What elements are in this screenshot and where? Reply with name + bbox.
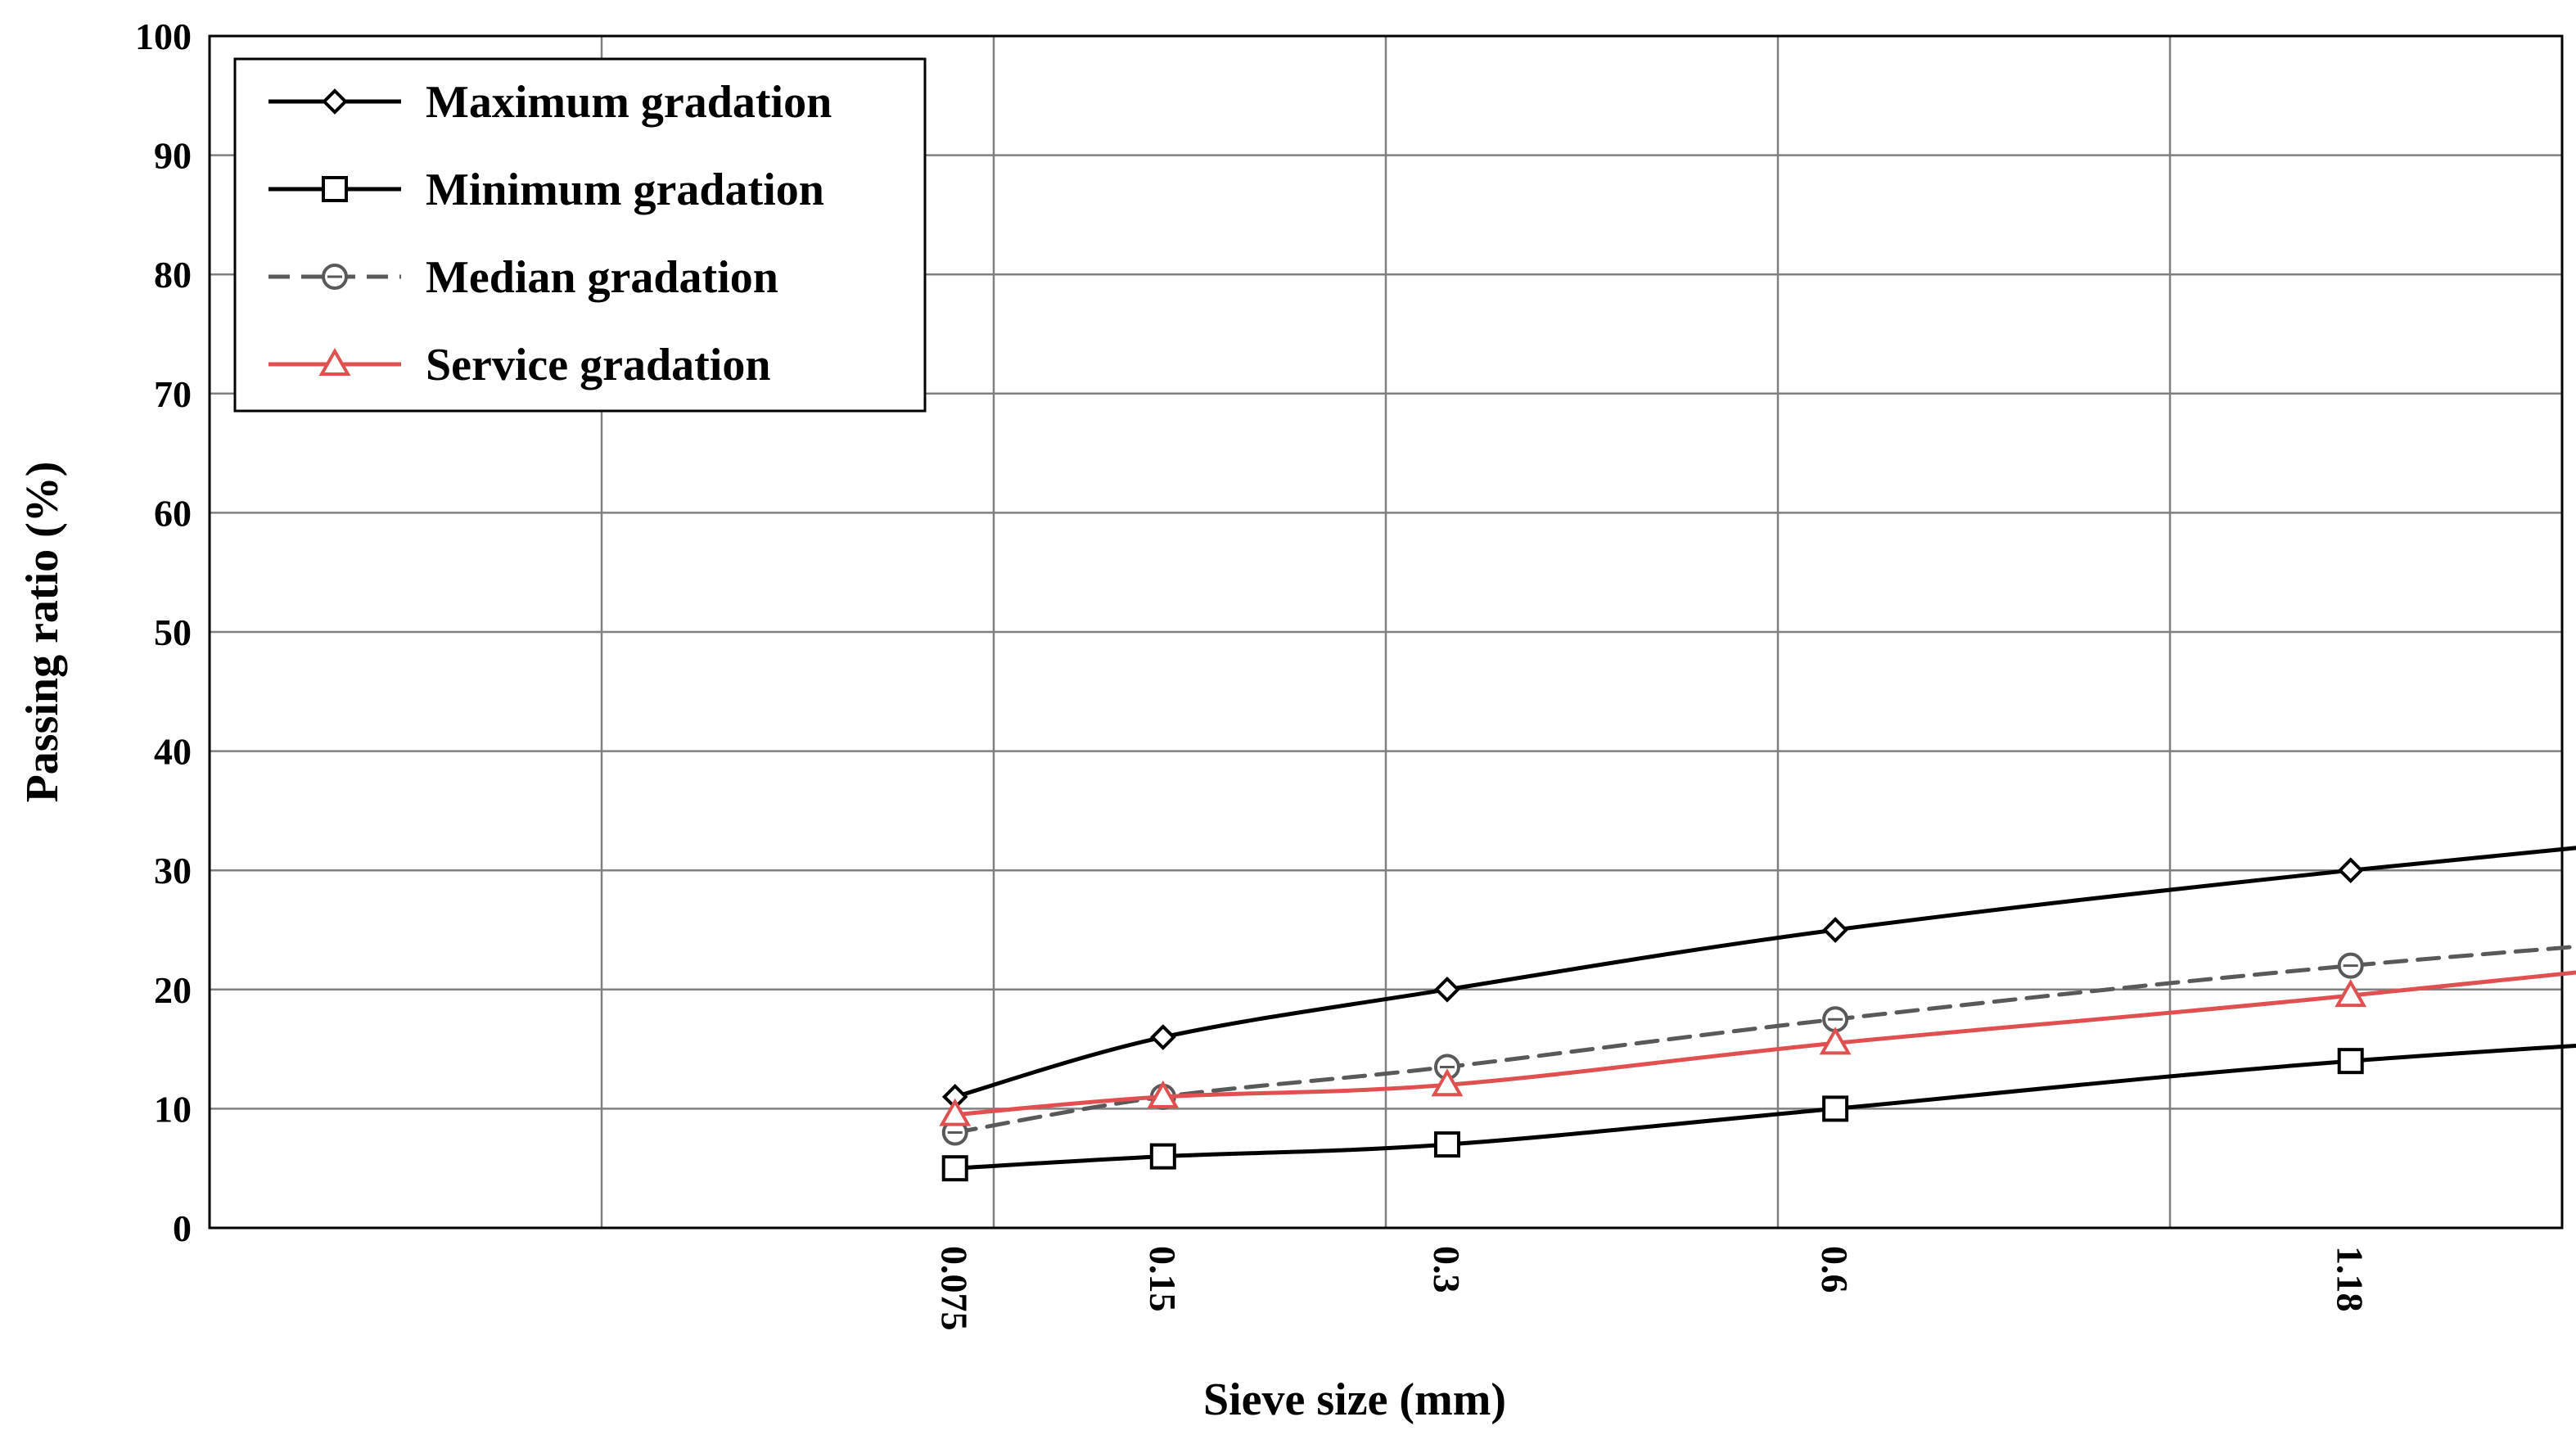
- x-tick-label: 1.18: [2330, 1246, 2371, 1312]
- y-axis-title: Passing ratio (%): [17, 462, 68, 803]
- legend-square-marker: [322, 176, 348, 202]
- triangle-marker: [2335, 979, 2367, 1008]
- triangle-marker: [939, 1098, 972, 1126]
- diamond-marker: [2337, 857, 2364, 884]
- legend-label: Median gradation: [426, 252, 778, 303]
- series-circle-group: [941, 944, 2576, 1146]
- square-marker: [1822, 1095, 1849, 1122]
- legend-label: Minimum gradation: [426, 165, 824, 215]
- triangle-marker: [1147, 1080, 1180, 1108]
- y-tick-label: 70: [154, 373, 192, 415]
- legend-diamond-marker: [322, 88, 348, 115]
- square-marker: [1149, 1143, 1176, 1170]
- legend-triangle-marker: [318, 347, 351, 376]
- y-tick-label: 50: [154, 611, 192, 653]
- x-axis-title: Sieve size (mm): [1203, 1374, 1506, 1425]
- triangle-marker: [1819, 1027, 1852, 1055]
- square-marker: [1433, 1131, 1460, 1158]
- x-tick-label: 0.15: [1142, 1246, 1184, 1312]
- y-tick-label: 60: [154, 492, 192, 534]
- square-marker: [2337, 1048, 2364, 1075]
- y-tick-label: 40: [154, 731, 192, 773]
- y-tick-label: 30: [154, 850, 192, 891]
- diamond-marker: [1434, 976, 1460, 1003]
- y-tick-label: 0: [173, 1207, 192, 1249]
- series-line: [953, 970, 2576, 1117]
- x-tick-label: 0.3: [1426, 1246, 1468, 1293]
- series-lines: [939, 845, 2576, 1182]
- y-tick-label: 100: [135, 16, 192, 57]
- series-line: [953, 944, 2576, 1135]
- triangle-marker: [1431, 1068, 1464, 1097]
- legend-item: Maximum gradation: [268, 77, 832, 128]
- y-tick-label: 90: [154, 135, 192, 177]
- legend-item: Median gradation: [268, 252, 778, 303]
- series-diamond-group: [941, 845, 2576, 1110]
- square-marker: [941, 1155, 968, 1182]
- diamond-marker: [1822, 917, 1848, 943]
- y-tick-label: 80: [154, 254, 192, 296]
- legend: Maximum gradation Minimum gradation Median…: [233, 57, 927, 413]
- x-tick-label: 0.6: [1814, 1246, 1856, 1293]
- legend-label: Maximum gradation: [426, 77, 832, 128]
- y-tick-label: 20: [154, 969, 192, 1011]
- diamond-marker: [1150, 1024, 1176, 1050]
- y-tick-labels: 0 10 20 30 40 50 60 70 80 90 100: [135, 16, 192, 1249]
- series-square-group: [941, 1044, 2576, 1182]
- legend-item: Minimum gradation: [268, 165, 824, 215]
- legend-item: Service gradation: [268, 340, 770, 390]
- series-line: [953, 845, 2576, 1099]
- legend-label: Service gradation: [426, 340, 770, 390]
- plot-frame: [208, 34, 2564, 1230]
- legend-box: [233, 57, 927, 413]
- y-tick-label: 10: [154, 1088, 192, 1130]
- x-tick-label: 0.075: [934, 1246, 976, 1331]
- series-triangle-group: [939, 970, 2576, 1126]
